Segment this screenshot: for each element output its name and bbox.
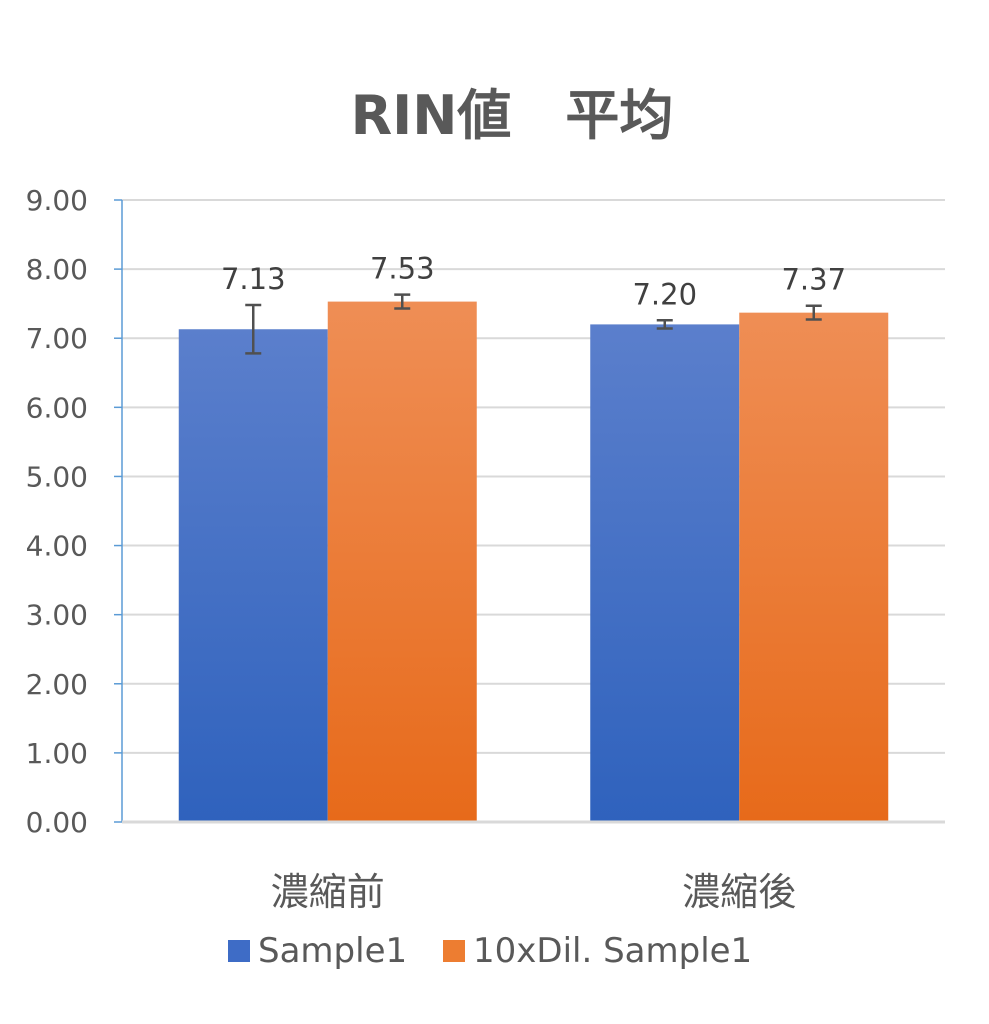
data-label: 7.20 xyxy=(632,277,697,311)
legend-item: Sample1 xyxy=(228,931,407,971)
bars xyxy=(178,301,889,822)
bar-1-1 xyxy=(178,329,328,822)
y-tick-label: 3.00 xyxy=(26,599,88,632)
x-axis: 濃縮前 濃縮後 xyxy=(122,820,945,914)
legend-item: 10xDil. Sample1 xyxy=(443,931,752,971)
data-label: 7.13 xyxy=(221,262,286,296)
y-tick-label: 0.00 xyxy=(26,806,88,839)
legend-swatch xyxy=(228,940,250,962)
bar-2-1 xyxy=(327,301,477,822)
data-labels: 7.13 7.53 7.20 7.37 xyxy=(221,252,846,312)
bar-2-2 xyxy=(739,312,889,822)
error-bar xyxy=(245,303,262,355)
error-bars xyxy=(245,293,822,355)
y-axis: 0.00 1.00 2.00 3.00 4.00 5.00 6.00 7.00 8.00 9.00 xyxy=(26,184,123,839)
data-label: 7.53 xyxy=(370,252,435,286)
y-tick-label: 6.00 xyxy=(26,391,88,424)
y-tick-label: 5.00 xyxy=(26,460,88,493)
y-tick-label: 8.00 xyxy=(26,253,88,286)
error-bar xyxy=(656,319,673,330)
y-tick-label: 9.00 xyxy=(26,184,88,217)
data-label: 7.37 xyxy=(781,263,846,297)
legend-swatch xyxy=(443,940,465,962)
error-bar xyxy=(805,304,822,321)
y-tick-label: 1.00 xyxy=(26,737,88,770)
error-bar xyxy=(394,293,411,310)
y-tick-label: 2.00 xyxy=(26,668,88,701)
y-tick-label: 7.00 xyxy=(26,322,88,355)
legend-label: Sample1 xyxy=(258,931,407,971)
legend-label: 10xDil. Sample1 xyxy=(473,931,752,971)
y-tick-label: 4.00 xyxy=(26,530,88,563)
x-category-label: 濃縮後 xyxy=(682,870,796,914)
legend: Sample1 10xDil. Sample1 xyxy=(228,931,752,971)
chart-title: RIN値 平均 xyxy=(351,84,674,147)
bar-1-2 xyxy=(590,324,740,822)
x-category-label: 濃縮前 xyxy=(271,870,385,914)
